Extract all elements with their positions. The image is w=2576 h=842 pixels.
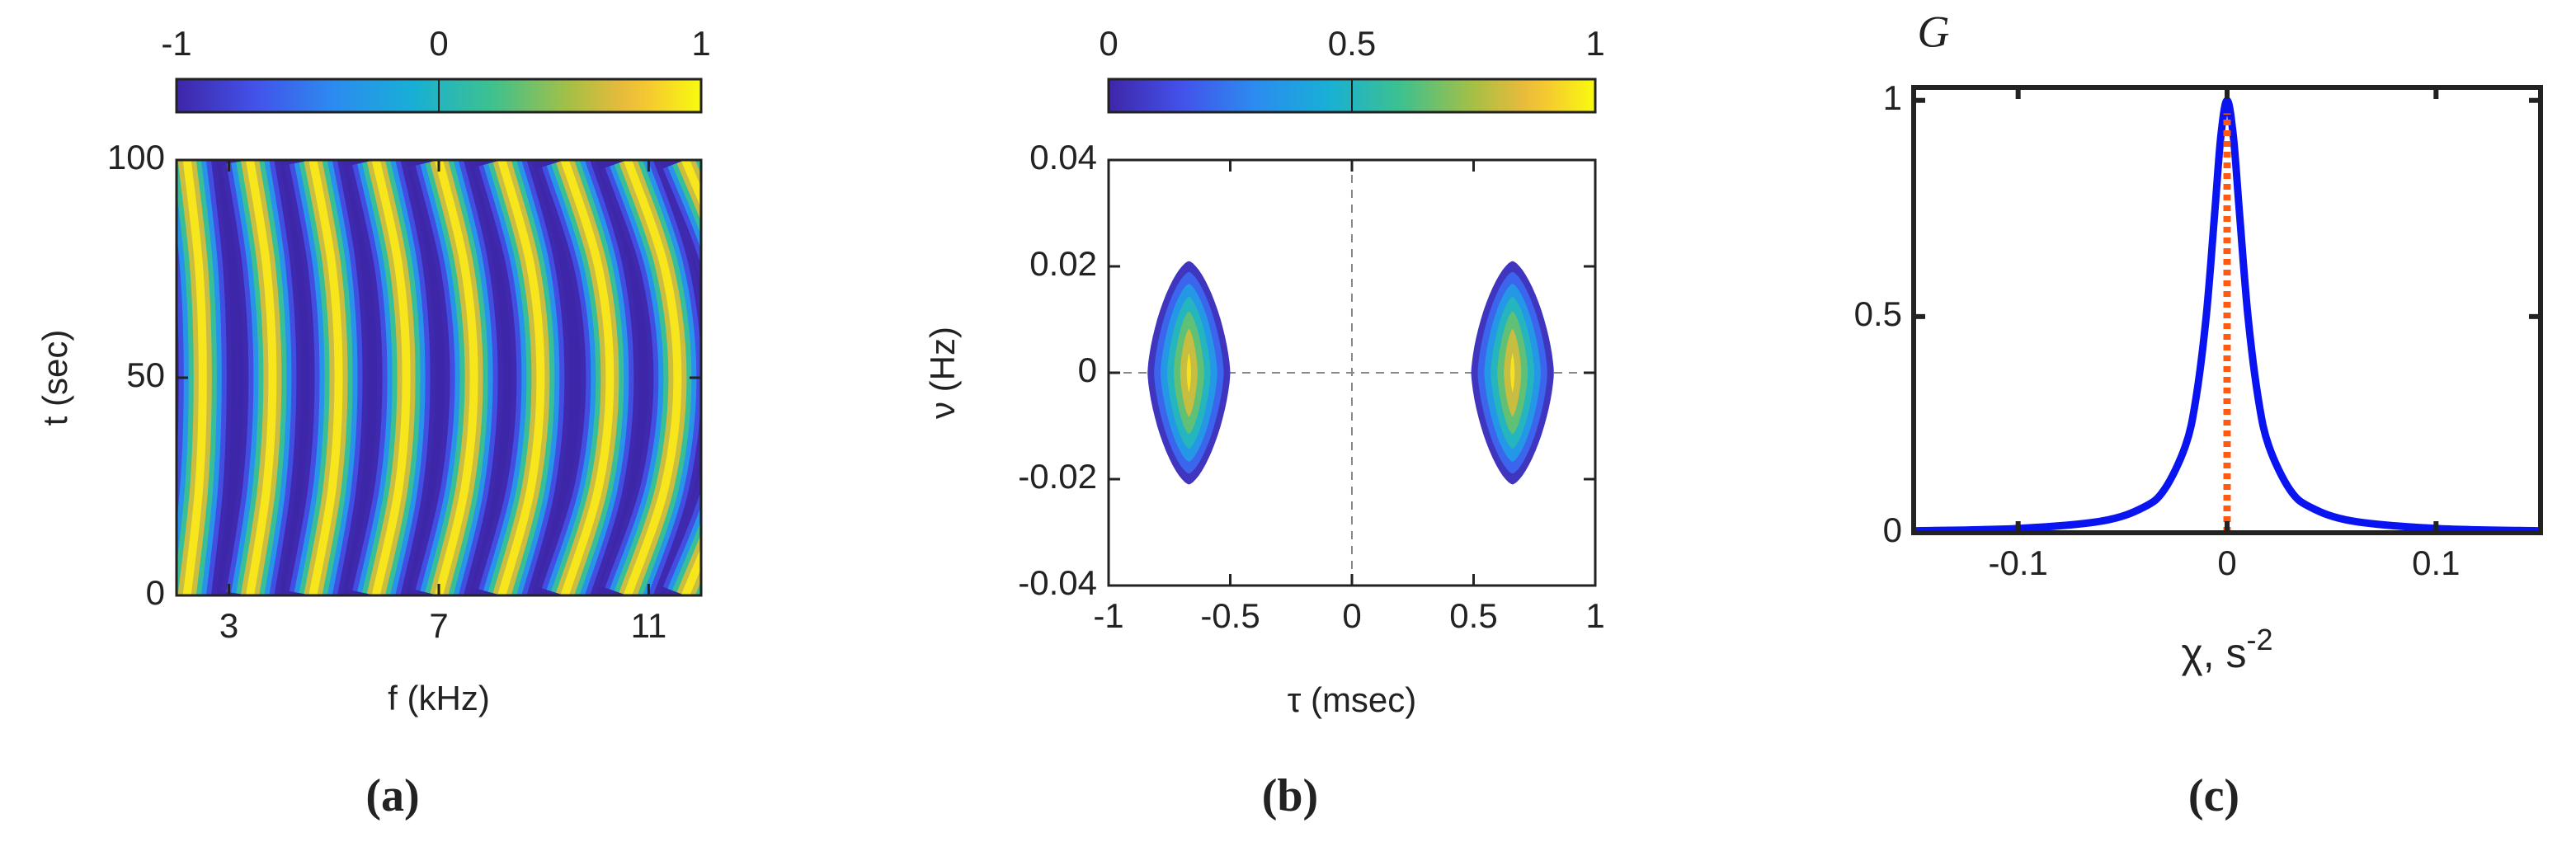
y-axis-label: ν (Hz) [923, 327, 962, 419]
y-tick-label: 0 [146, 573, 165, 612]
x-tick-label: -0.5 [1200, 596, 1260, 635]
y-axis-label: t (sec) [35, 330, 74, 426]
panel-caption: (c) [2188, 770, 2239, 821]
y-tick-label: 50 [126, 355, 165, 394]
y-tick-label: -0.04 [1018, 563, 1097, 602]
x-tick-label: 0 [2217, 543, 2236, 582]
colorbar-tick-label: 1 [691, 24, 710, 63]
x-tick-label: -1 [1093, 596, 1123, 635]
heatmap-ridge [497, 160, 545, 595]
plot-area [1109, 160, 1595, 586]
x-axis-label: f (kHz) [388, 679, 490, 717]
y-tick-label: 100 [107, 138, 165, 176]
y-tick-label: 0 [1078, 350, 1097, 389]
y-tick-label: 0.02 [1029, 244, 1097, 283]
contour-level [1510, 353, 1515, 393]
heatmap-ridge [624, 160, 682, 595]
y-tick-label: 1 [1883, 78, 1902, 117]
panel-caption: (a) [365, 770, 419, 821]
x-axis-label-base: χ, s [2181, 630, 2246, 676]
heatmap-ridge [435, 160, 478, 595]
colorbar-tick-label: 0 [1099, 24, 1118, 63]
x-tick-label: 0.5 [1449, 596, 1497, 635]
y-axis-label: G [1918, 7, 1950, 56]
heatmap-ridge [246, 160, 277, 595]
plot-area [1914, 96, 2541, 533]
x-axis-label: χ, s-2 [2181, 623, 2272, 677]
x-tick-label: 0.1 [2412, 543, 2460, 582]
y-tick-label: -0.02 [1018, 457, 1097, 496]
line [1914, 96, 2541, 533]
x-axis-label: τ (msec) [1288, 680, 1417, 719]
contour-level [1186, 353, 1191, 393]
y-tick-label: 0.04 [1029, 138, 1097, 176]
colorbar-tick-label: 0 [429, 24, 448, 63]
x-tick-label: 7 [429, 606, 448, 645]
y-tick-label: 0 [1883, 510, 1902, 549]
y-tick-label: 0.5 [1854, 294, 1902, 333]
x-tick-label: 11 [631, 606, 667, 645]
colorbar-tick-label: 0.5 [1328, 24, 1376, 63]
heatmap-ridge [560, 160, 615, 595]
heatmap-ridge [182, 160, 207, 595]
x-axis-label-sup: -2 [2247, 623, 2273, 656]
plot-area [177, 160, 701, 595]
panel-caption: (b) [1262, 770, 1318, 821]
x-tick-label: 0 [1342, 596, 1361, 635]
colorbar-tick-label: -1 [161, 24, 191, 63]
x-tick-label: 1 [1585, 596, 1604, 635]
colorbar-tick-label: 1 [1585, 24, 1604, 63]
heatmap-ridge [308, 160, 343, 595]
x-tick-label: 3 [219, 606, 238, 645]
heatmap-ridge [371, 160, 411, 595]
x-tick-label: -0.1 [1988, 543, 2047, 582]
